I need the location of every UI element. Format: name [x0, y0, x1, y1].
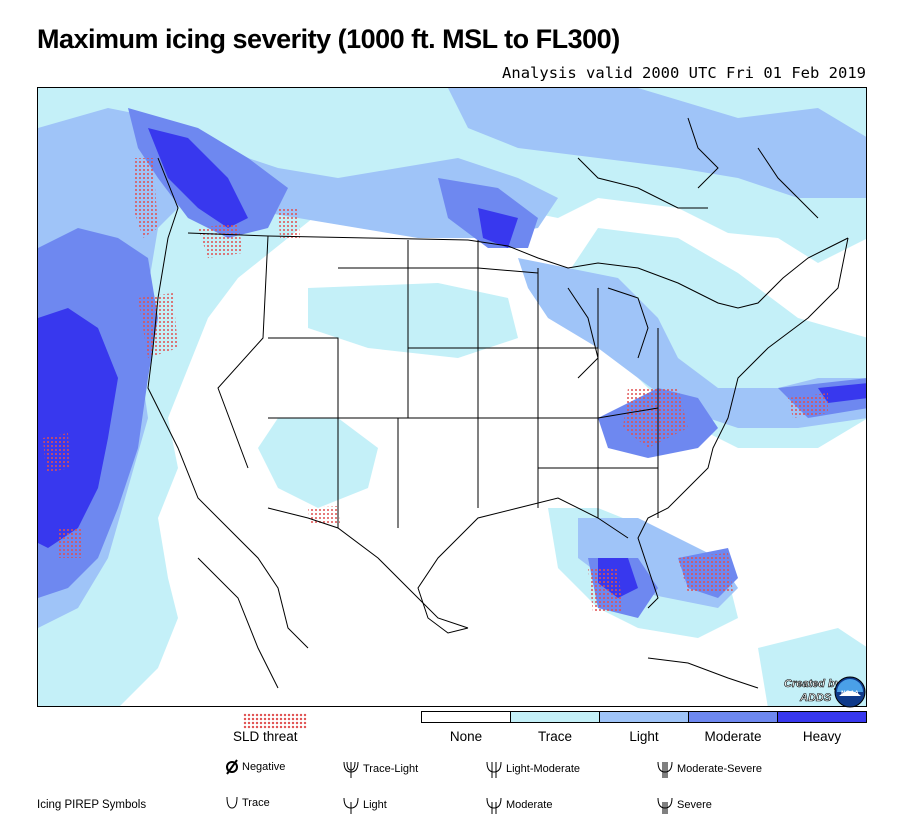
pirep-light-moderate: Light-Moderate	[485, 759, 580, 779]
legend-label-none: None	[449, 729, 483, 744]
legend-swatch-light	[600, 712, 689, 722]
trace-light-icon	[343, 761, 359, 778]
logo-text-adds: ADDS	[799, 692, 832, 704]
pirep-light: Light	[342, 795, 387, 815]
heavy-areas	[38, 128, 866, 598]
logo-text-created: Created by	[784, 678, 842, 690]
boundaries	[147, 117, 849, 689]
pirep-legend-title: Icing PIREP Symbols	[37, 799, 147, 811]
pirep-moderate: Moderate	[485, 795, 552, 815]
legend-swatch-none	[422, 712, 511, 722]
legend-label-moderate: Moderate	[704, 729, 762, 744]
pirep-label-trace-light: Trace-Light	[363, 763, 419, 775]
light-icon	[343, 797, 359, 814]
pirep-label-light: Light	[363, 799, 387, 811]
pirep-moderate-severe: Moderate-Severe	[656, 759, 762, 779]
pirep-label-moderate-severe: Moderate-Severe	[677, 763, 762, 775]
sld-threat-areas	[43, 158, 828, 613]
legend-swatch-heavy	[778, 712, 866, 722]
sld-threat-label: SLD threat	[233, 729, 298, 744]
icing-map	[37, 87, 867, 707]
severe-icon	[657, 797, 673, 814]
pirep-negative: Negative	[225, 759, 285, 775]
pirep-severe: Severe	[656, 795, 712, 815]
pirep-label-light-moderate: Light-Moderate	[506, 763, 580, 775]
pirep-label-trace: Trace	[242, 797, 270, 809]
pirep-trace-light: Trace-Light	[342, 759, 418, 779]
moderate-severe-icon	[657, 761, 673, 778]
adds-logo: Created by ADDS NOAA	[784, 674, 866, 715]
severity-legend-bar	[421, 711, 867, 723]
legend-swatch-moderate	[689, 712, 778, 722]
map-title: Maximum icing severity (1000 ft. MSL to …	[37, 24, 620, 54]
legend-label-heavy: Heavy	[802, 729, 842, 744]
light-moderate-icon	[486, 761, 502, 778]
legend-label-trace: Trace	[537, 729, 573, 744]
noaa-seal-text: NOAA	[841, 691, 859, 697]
analysis-valid-time: Analysis valid 2000 UTC Fri 01 Feb 2019	[502, 64, 866, 82]
moderate-icon	[486, 797, 502, 814]
legend-label-light: Light	[629, 729, 659, 744]
negative-icon	[226, 759, 238, 775]
pirep-trace: Trace	[225, 795, 270, 811]
sld-threat-swatch	[243, 713, 307, 729]
trace-icon	[226, 796, 238, 809]
pirep-label-moderate: Moderate	[506, 799, 553, 811]
pirep-label-severe: Severe	[677, 799, 712, 811]
legend-swatch-trace	[511, 712, 600, 722]
pirep-label-negative: Negative	[242, 761, 286, 773]
